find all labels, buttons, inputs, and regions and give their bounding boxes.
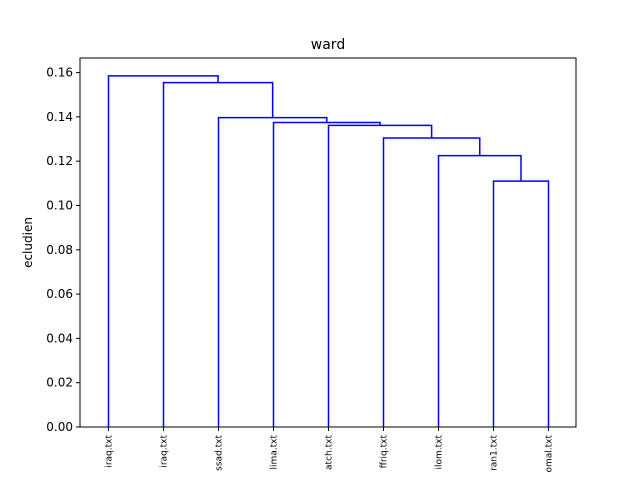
leaf-label: iraq.txt: [160, 435, 170, 468]
leaf-label: ffriq.txt: [380, 435, 390, 469]
dendrogram-link: [107, 75, 219, 427]
dendrogram-link: [492, 180, 550, 427]
y-tick-label: 0.08: [46, 243, 73, 257]
y-tick-label: 0.02: [46, 376, 73, 390]
dendrogram-link: [217, 116, 328, 427]
dendrogram-link: [272, 121, 381, 427]
y-tick-label: 0.10: [46, 199, 73, 213]
dendrogram-link: [382, 137, 481, 427]
x-axis: iraq.txt iraq.txt ssad.txt lima.txt atch.txt…: [105, 427, 555, 473]
leaf-label: ran1.txt: [490, 435, 500, 471]
leaf-label: ssad.txt: [215, 435, 225, 471]
y-tick-label: 0.00: [46, 420, 73, 434]
y-tick-label: 0.06: [46, 287, 73, 301]
y-tick-label: 0.14: [46, 110, 73, 124]
leaf-label: iraq.txt: [105, 435, 115, 468]
leaf-label: omal.txt: [545, 435, 555, 473]
leaf-label: lima.txt: [270, 435, 280, 470]
plot-frame: [79, 57, 577, 428]
y-axis-label: ecludien: [21, 217, 35, 268]
leaf-label: atch.txt: [325, 435, 335, 470]
y-tick-label: 0.04: [46, 331, 73, 345]
dendrogram-link: [327, 124, 433, 427]
y-tick-label: 0.12: [46, 154, 73, 168]
chart-title: ward: [311, 37, 345, 53]
y-axis: 0.00 0.02 0.04 0.06 0.08 0.10 0.12 0.14 0.16: [46, 66, 80, 434]
dendrogram-links: [107, 75, 550, 427]
dendrogram-link: [437, 154, 522, 427]
leaf-label: ilom.txt: [435, 435, 445, 470]
y-tick-label: 0.16: [46, 66, 73, 80]
